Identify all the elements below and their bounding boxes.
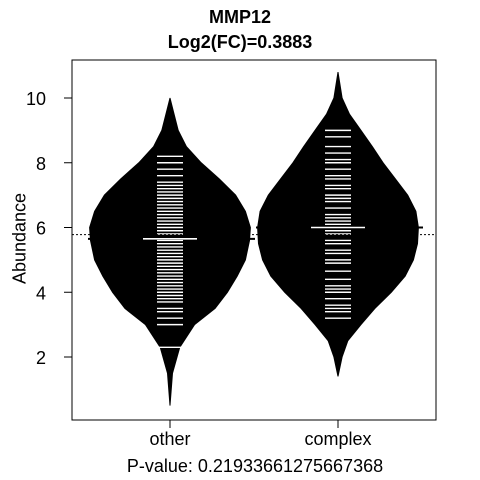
y-axis-label: Abundance xyxy=(9,192,30,285)
x-axis xyxy=(169,419,339,428)
beans-layer xyxy=(89,72,419,406)
chart-title: MMP12 xyxy=(208,7,271,27)
x-tick-label-complex: complex xyxy=(304,429,372,449)
y-tick-label-10: 10 xyxy=(26,89,46,109)
bean-other xyxy=(89,97,251,406)
y-tick-label-8: 8 xyxy=(36,154,46,174)
y-axis: 2 4 6 8 10 xyxy=(26,89,73,368)
x-tick-label-other: other xyxy=(149,429,191,449)
chart-subtitle: Log2(FC)=0.3883 xyxy=(167,32,313,52)
y-tick-label-2: 2 xyxy=(36,348,46,368)
p-value-label: P-value: 0.21933661275667368 xyxy=(126,456,384,476)
y-tick-label-4: 4 xyxy=(36,283,46,303)
y-tick-label-6: 6 xyxy=(36,219,46,239)
mean-lines-layer xyxy=(72,226,436,240)
